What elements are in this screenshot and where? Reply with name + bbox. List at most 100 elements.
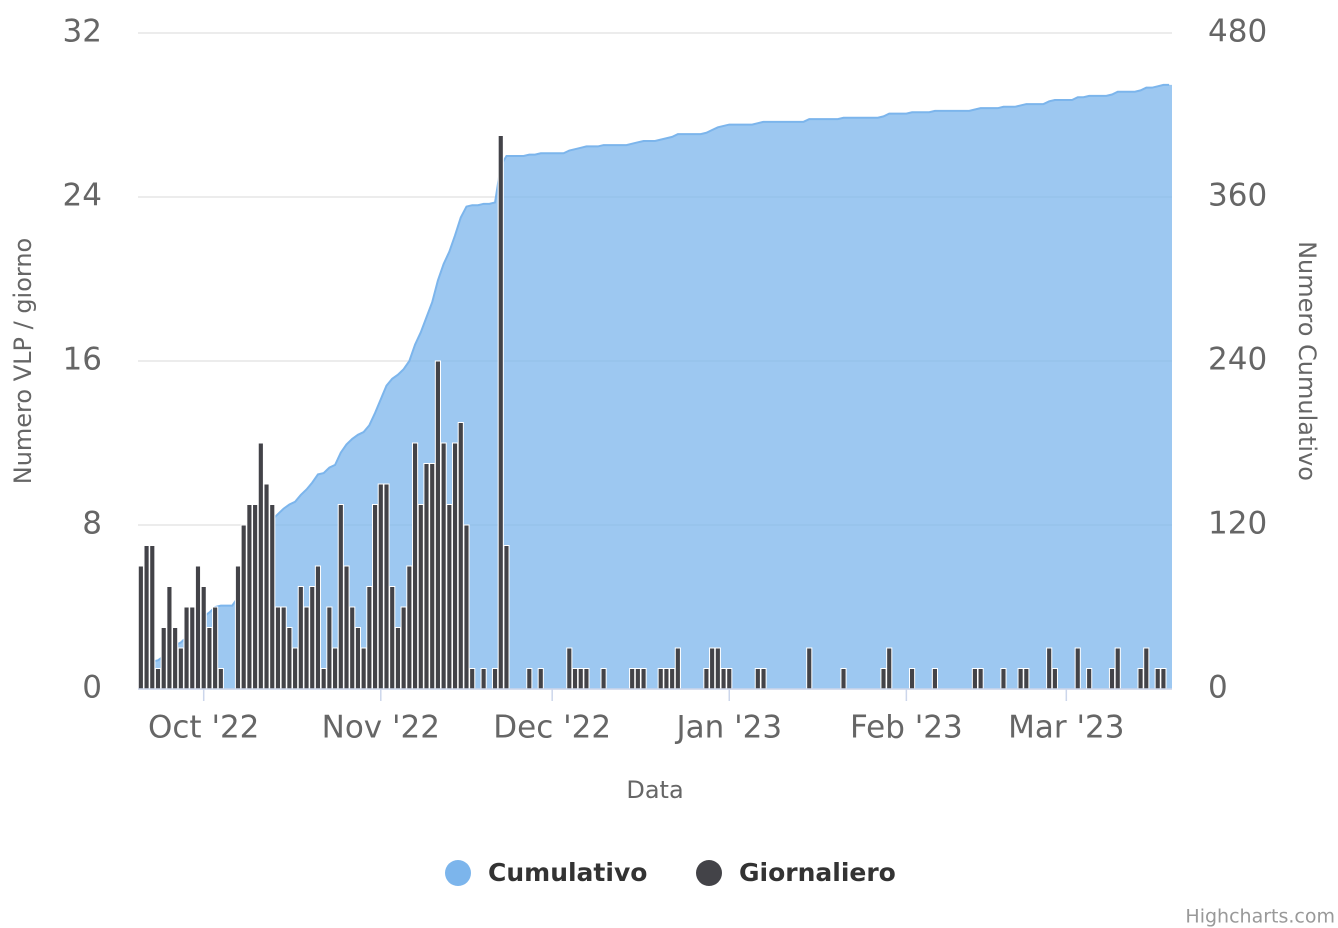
- bar: [297, 586, 304, 690]
- y2-tick-label: 0: [1208, 670, 1228, 706]
- cumulative-area: [138, 84, 1172, 690]
- bar: [1143, 647, 1150, 690]
- bar: [634, 668, 641, 690]
- bar: [189, 606, 196, 690]
- bar: [480, 668, 487, 690]
- bar: [931, 668, 938, 690]
- cumulative-line: [140, 83, 1170, 682]
- bar: [372, 504, 379, 690]
- y2-tick-label: 240: [1208, 342, 1267, 378]
- bar: [183, 606, 190, 690]
- bar: [292, 647, 299, 690]
- x-axis-title: Data: [626, 776, 683, 804]
- bar: [212, 606, 219, 690]
- y-tick-label: 0: [82, 670, 102, 706]
- legend-symbol: [445, 860, 471, 886]
- bar: [760, 668, 767, 690]
- bar: [349, 606, 356, 690]
- x-tick-label: Nov '22: [322, 710, 440, 746]
- bar: [1000, 668, 1007, 690]
- bar: [240, 524, 247, 690]
- bar: [526, 668, 533, 690]
- bar: [217, 668, 224, 690]
- bar: [640, 668, 647, 690]
- bar: [434, 360, 441, 690]
- bar: [977, 668, 984, 690]
- bar: [1017, 668, 1024, 690]
- bar: [406, 565, 413, 690]
- credits: Highcharts.com: [1185, 906, 1335, 928]
- bar: [309, 586, 316, 690]
- bar: [497, 135, 504, 690]
- bar: [806, 647, 813, 690]
- bar: [503, 545, 510, 690]
- bar: [337, 504, 344, 690]
- bar: [1051, 668, 1058, 690]
- bar: [332, 647, 339, 690]
- bar: [137, 565, 144, 690]
- bar: [400, 606, 407, 690]
- bar: [314, 565, 322, 690]
- bar: [269, 504, 276, 690]
- bar: [1160, 668, 1167, 690]
- bar: [177, 647, 184, 690]
- bar: [1154, 668, 1161, 690]
- y2-tick-label: 480: [1208, 14, 1267, 50]
- bar: [880, 668, 887, 690]
- bar: [909, 668, 916, 690]
- bar: [754, 668, 761, 690]
- bar: [971, 668, 978, 690]
- bar: [234, 565, 242, 690]
- bar: [394, 627, 401, 690]
- bar: [663, 668, 670, 690]
- bar: [172, 627, 179, 690]
- bar: [149, 545, 156, 690]
- bar: [491, 668, 499, 690]
- bar: [303, 606, 310, 690]
- bar: [669, 668, 676, 690]
- legend-symbol: [696, 860, 722, 886]
- bar: [286, 627, 293, 690]
- bar: [274, 606, 282, 690]
- y-tick-label: 32: [63, 14, 102, 50]
- bar: [1074, 647, 1081, 690]
- x-tick-label: Dec '22: [493, 710, 611, 746]
- bar: [343, 565, 350, 690]
- y2-tick-label: 120: [1208, 506, 1267, 542]
- y-axis-title: Numero VLP / giorno: [9, 238, 37, 485]
- bar: [726, 668, 733, 690]
- bar: [457, 422, 464, 690]
- legend-label: Cumulativo: [488, 858, 647, 887]
- bar: [252, 504, 259, 690]
- bar: [257, 442, 264, 690]
- y-tick-label: 8: [82, 506, 102, 542]
- bar: [389, 586, 396, 690]
- bar: [1108, 668, 1116, 690]
- bar: [714, 647, 721, 690]
- bar: [429, 463, 436, 690]
- y-tick-label: 24: [63, 178, 102, 214]
- bar: [1086, 668, 1093, 690]
- bar: [1137, 668, 1144, 690]
- bar: [246, 504, 253, 690]
- y-tick-label: 16: [63, 342, 102, 378]
- bar: [469, 668, 476, 690]
- bar: [440, 442, 447, 690]
- y2-axis-title: Numero Cumulativo: [1293, 241, 1321, 481]
- bar: [571, 668, 579, 690]
- bar: [194, 565, 202, 690]
- bar: [1023, 668, 1030, 690]
- x-tick-label: Mar '23: [1008, 710, 1124, 746]
- bar: [143, 545, 150, 690]
- bar: [720, 668, 727, 690]
- x-tick-label: Oct '22: [148, 710, 259, 746]
- bar: [446, 504, 453, 690]
- bar: [354, 627, 362, 690]
- bar: [360, 647, 367, 690]
- x-tick-label: Jan '23: [674, 710, 782, 746]
- bar: [703, 668, 710, 690]
- bar: [840, 668, 847, 690]
- x-tick-label: Feb '23: [850, 710, 963, 746]
